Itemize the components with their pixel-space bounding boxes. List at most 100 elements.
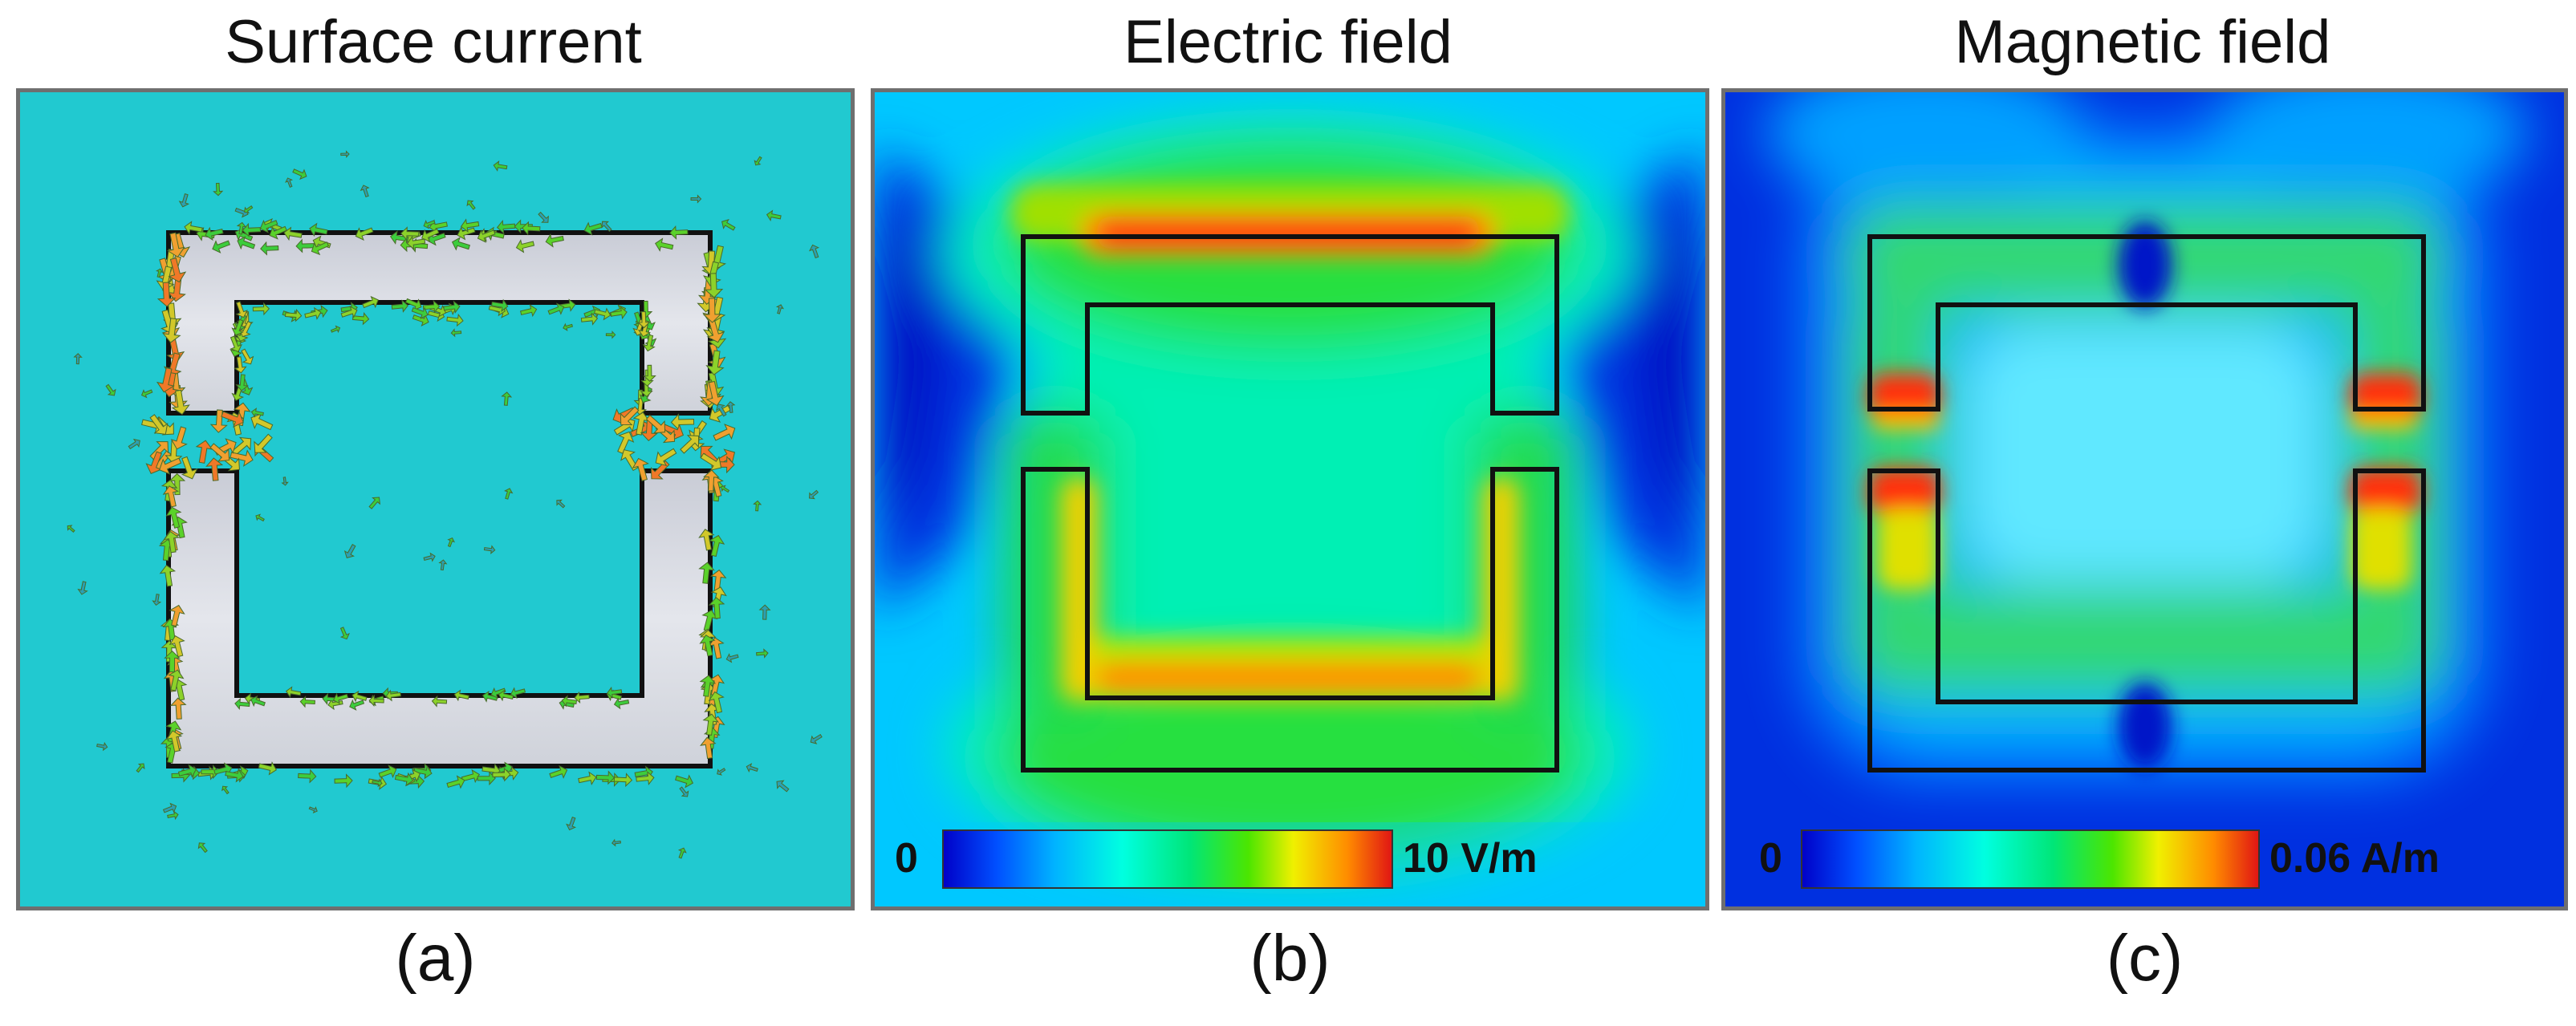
current-arrow: [285, 686, 302, 699]
current-arrow: [754, 156, 762, 166]
current-arrow: [156, 367, 175, 393]
current-arrow: [284, 308, 303, 322]
panel-title-a: Surface current: [225, 8, 642, 76]
current-arrow: [209, 409, 228, 433]
current-arrow: [299, 695, 315, 708]
current-arrow: [708, 691, 725, 714]
current-arrow: [170, 426, 188, 450]
current-arrow: [295, 238, 315, 253]
current-arrow: [674, 774, 694, 789]
current-arrow: [162, 318, 181, 343]
current-arrow: [700, 736, 717, 760]
current-arrow: [669, 225, 689, 240]
surface-current-plot: [20, 92, 851, 906]
current-arrow: [450, 328, 462, 338]
current-arrow: [292, 168, 307, 180]
current-arrow: [438, 559, 448, 571]
current-arrow: [285, 177, 294, 188]
current-arrow: [349, 699, 365, 711]
current-arrow: [613, 697, 630, 710]
current-arrow: [556, 499, 566, 509]
current-arrow: [545, 233, 564, 248]
current-arrow: [362, 295, 379, 309]
current-arrow: [708, 597, 725, 619]
current-arrow: [680, 435, 700, 454]
current-arrow: [655, 448, 677, 467]
current-arrow: [231, 318, 244, 336]
current-arrow: [704, 273, 724, 298]
current-arrow: [610, 306, 628, 320]
current-arrow: [235, 374, 249, 391]
current-arrow: [136, 763, 145, 773]
current-arrow: [156, 282, 177, 307]
current-arrow: [713, 424, 736, 441]
current-arrow: [385, 689, 401, 702]
current-arrow: [221, 411, 244, 428]
current-arrow: [746, 763, 758, 773]
current-arrow: [169, 472, 186, 496]
current-arrow: [460, 218, 480, 233]
current-arrow: [520, 304, 538, 318]
current-arrow: [493, 160, 508, 172]
current-arrow: [758, 604, 771, 620]
current-arrow: [213, 182, 224, 197]
lower-resonator-outline: [1021, 467, 1559, 773]
current-arrow: [605, 331, 616, 339]
current-arrow: [169, 604, 185, 627]
current-arrow: [368, 694, 384, 707]
current-arrow: [810, 734, 823, 744]
current-arrow: [496, 219, 516, 234]
current-arrow: [162, 802, 177, 813]
current-arrow: [169, 697, 187, 720]
current-arrow: [753, 500, 762, 512]
current-arrow: [298, 768, 317, 784]
current-arrow: [698, 562, 715, 584]
current-arrow: [330, 325, 341, 334]
current-arrow: [378, 764, 397, 779]
current-arrow: [244, 205, 254, 214]
current-arrow: [171, 389, 190, 416]
current-arrow: [411, 306, 429, 319]
current-arrow: [423, 219, 436, 229]
current-arrow: [105, 383, 116, 396]
current-arrow: [491, 298, 509, 312]
current-arrow: [391, 299, 409, 313]
caption-b: (b): [1249, 922, 1331, 995]
current-arrow: [709, 534, 725, 558]
current-arrow: [679, 786, 689, 797]
current-arrow: [606, 686, 623, 699]
current-arrow: [181, 456, 198, 480]
current-arrow: [725, 401, 736, 413]
current-arrow: [237, 236, 256, 250]
current-arrow: [351, 311, 370, 326]
electric-field-plot: [875, 92, 1705, 906]
current-arrow: [447, 537, 455, 548]
upper-resonator-outline: [1867, 234, 2426, 412]
current-arrow: [776, 780, 790, 793]
current-arrow: [701, 610, 718, 632]
current-arrow: [766, 209, 782, 221]
current-arrow: [360, 185, 370, 198]
current-arrow: [515, 239, 535, 253]
current-arrow: [165, 506, 182, 529]
current-arrow: [690, 194, 702, 204]
current-arrow: [212, 240, 230, 253]
colorbar-max-label: 0.06 A/m: [2269, 835, 2440, 882]
current-arrow: [702, 298, 722, 323]
current-arrow: [595, 770, 616, 785]
current-arrow: [332, 692, 349, 705]
current-arrow: [372, 778, 383, 788]
current-arrow: [258, 761, 278, 776]
panel-title-c: Magnetic field: [1954, 8, 2331, 76]
current-arrow: [501, 391, 513, 406]
colorbar-max-label: 10 V/m: [1403, 835, 1538, 882]
current-arrow: [601, 221, 612, 233]
current-arrow: [717, 768, 726, 776]
current-arrow: [166, 232, 185, 258]
lower-resonator-outline: [1867, 468, 2426, 773]
current-arrow: [466, 200, 476, 210]
current-arrow: [236, 221, 247, 235]
current-arrow: [145, 451, 163, 475]
current-arrow: [152, 594, 162, 606]
current-arrow: [351, 690, 368, 703]
